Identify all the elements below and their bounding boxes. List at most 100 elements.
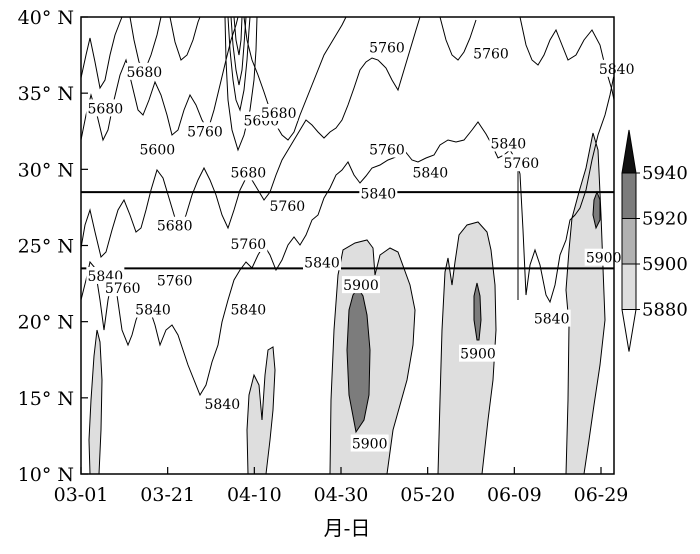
contour-cluster-1 [227, 17, 251, 112]
contour-label: 5760 [270, 199, 306, 215]
contour-label-bg [303, 253, 341, 271]
y-tick-label: 10° N [18, 464, 74, 486]
shaded-regions [88, 132, 606, 474]
shade-5880-region-3 [329, 239, 416, 474]
contour-label: 5840 [599, 62, 635, 78]
contour-label: 5900 [352, 437, 388, 453]
colorbar-segment [621, 263, 637, 310]
contour-5600-b [129, 17, 162, 72]
contour-label-bg [359, 184, 398, 202]
contour-label: 5840 [361, 187, 397, 203]
contour-label-bg [186, 122, 224, 140]
contour-label: 5900 [586, 251, 622, 267]
colorbar-bottom-triangle [621, 309, 637, 352]
x-tick-label: 04-30 [314, 484, 369, 506]
contour-label-bg [597, 59, 636, 77]
contour-label: 5600 [140, 143, 176, 159]
contour-label-bg [155, 271, 194, 289]
y-tick-label: 20° N [18, 312, 74, 334]
contour-label-bg [584, 248, 623, 266]
contour-lines [81, 17, 614, 397]
contour-5680-b [243, 17, 347, 141]
contour-label: 5840 [304, 255, 340, 271]
x-tick-label: 06-29 [574, 484, 629, 506]
contour-label-bg [459, 344, 497, 362]
x-tick-label: 03-21 [140, 484, 195, 506]
contour-label: 5680 [157, 219, 193, 235]
shade-5880-region-2 [246, 346, 276, 474]
contour-label: 5840 [534, 312, 570, 328]
contour-label-bg [125, 62, 164, 80]
y-tick-label: 15° N [18, 388, 74, 410]
contour-cluster-2 [230, 17, 247, 86]
y-tick-label: 35° N [18, 83, 74, 105]
y-tick-label: 30° N [18, 159, 74, 181]
contour-5760-east [519, 17, 614, 101]
contour-5840 [81, 74, 614, 397]
contour-label-bg [229, 300, 268, 318]
contour-label-bg [532, 309, 571, 327]
reference-lines [81, 191, 614, 270]
y-tick-label: 25° N [18, 236, 74, 258]
contour-label-bg [229, 163, 268, 181]
contour-label: 5680 [88, 101, 124, 117]
x-tick-label: 03-01 [54, 484, 109, 506]
colorbar-segment [621, 172, 637, 219]
contour-label-bg [203, 394, 242, 412]
contour-label-bg [155, 216, 194, 234]
contour-label: 5900 [460, 347, 496, 363]
x-tick-label: 06-09 [487, 484, 542, 506]
contour-label: 5680 [261, 106, 297, 122]
contour-label: 5760 [187, 124, 223, 140]
contour-label: 5840 [135, 302, 171, 318]
contour-label-bg [368, 38, 406, 56]
contour-label: 5840 [491, 136, 527, 152]
shade-5900-region-2 [473, 282, 482, 341]
contour-label: 5680 [231, 165, 267, 181]
contour-5600-c [169, 17, 201, 61]
contour-label: 5680 [127, 65, 163, 81]
contour-label-bg [502, 154, 541, 172]
contour-label-bg [368, 140, 406, 158]
contour-cluster-4 [224, 17, 258, 152]
colorbar-segment [621, 218, 637, 265]
x-axis-title: 月-日 [324, 516, 371, 540]
colorbar-label: 5940 [642, 163, 688, 184]
shade-5880-region-5 [565, 132, 606, 474]
contour-label: 5760 [231, 237, 267, 253]
contour-labels: 5680568056005760560056805680568057605760… [86, 38, 636, 453]
contour-label-bg [229, 234, 268, 252]
contour-label: 5760 [157, 274, 193, 290]
contour-label-bg [342, 276, 380, 294]
contour-label: 5760 [369, 143, 405, 159]
contour-cluster-3 [233, 17, 243, 56]
colorbar: 5940 5920 5900 5880 [621, 129, 688, 352]
contour-label-bg [103, 279, 142, 297]
contour-label-bg [138, 140, 177, 158]
y-axis: 10° N 15° N 20° N 25° N 30° N 35° N 40° N [18, 7, 88, 486]
contour-label: 5760 [369, 40, 405, 56]
contour-label: 5760 [105, 281, 141, 297]
colorbar-top-triangle [621, 129, 637, 174]
x-tick-label: 05-20 [400, 484, 455, 506]
contour-5600 [81, 17, 123, 90]
contour-label-bg [472, 44, 510, 62]
colorbar-label: 5920 [642, 209, 688, 230]
contour-label-bg [259, 103, 298, 121]
colorbar-label: 5880 [642, 300, 688, 321]
colorbar-label: 5900 [642, 254, 688, 275]
contour-label-bg [268, 196, 307, 214]
shade-5880-region-1 [88, 329, 103, 474]
y-tick-label: 40° N [18, 7, 74, 29]
contour-label-bg [350, 434, 389, 452]
contour-label-bg [411, 163, 450, 181]
contour-label: 5760 [473, 47, 509, 63]
contour-label: 5760 [504, 156, 540, 172]
x-tick-label: 04-10 [227, 484, 282, 506]
contour-label: 5840 [413, 165, 449, 181]
contour-5680 [81, 17, 239, 142]
contour-label: 5900 [343, 278, 379, 294]
contour-label-bg [134, 300, 172, 318]
